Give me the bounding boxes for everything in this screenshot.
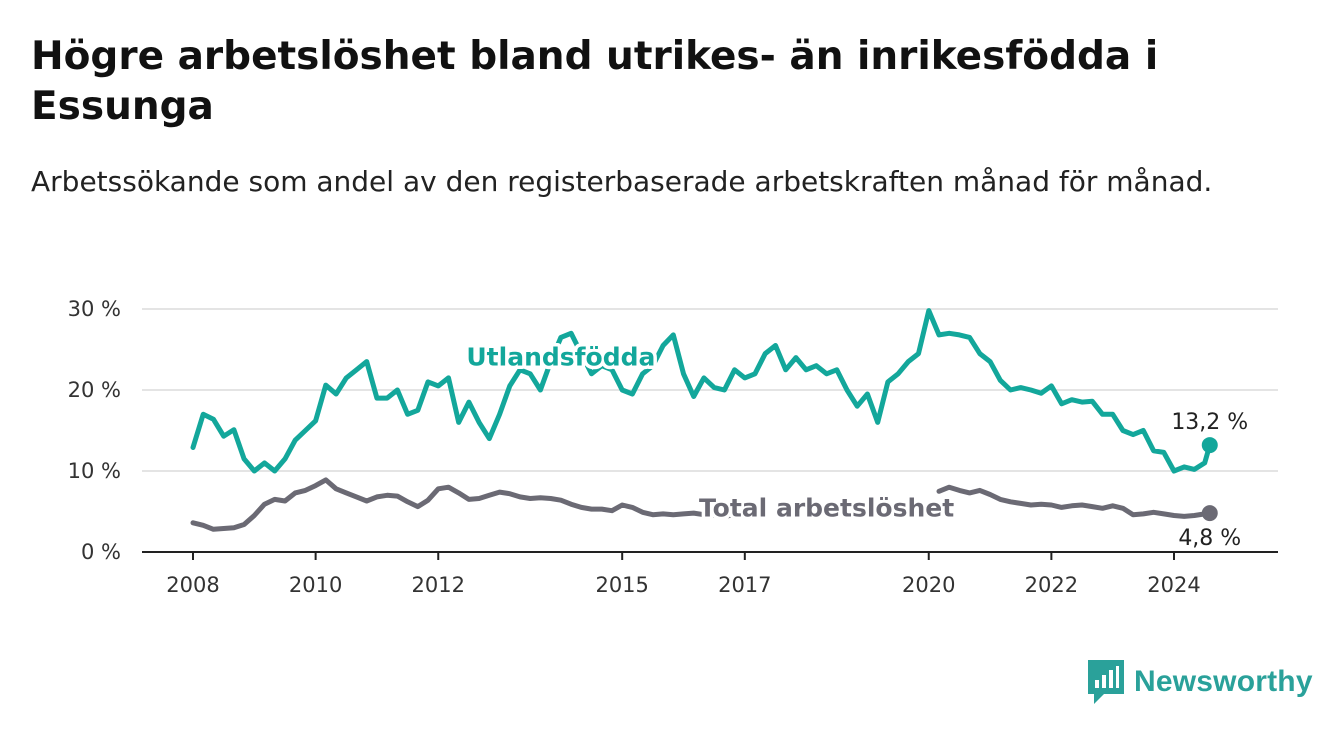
- bar-chart-logo-icon: [1088, 660, 1124, 704]
- x-tick-label: 2020: [902, 573, 955, 597]
- y-tick-label: 0 %: [81, 540, 121, 564]
- x-tick-label: 2015: [595, 573, 648, 597]
- series-label-utlandsfodda: Utlandsfödda: [466, 343, 655, 372]
- x-tick-label: 2008: [166, 573, 219, 597]
- gridlines: 0 % 10 % 20 % 30 % 2008 2010 2012 2015 2017 2020 2…: [68, 297, 1278, 597]
- chart-title: Högre arbetslöshet bland utrikes- än inr…: [31, 34, 1159, 129]
- series-labels: Utlandsfödda Total arbetslöshet 13,2 % 4,8 …: [463, 339, 1251, 554]
- brand-name: Newsworthy: [1134, 665, 1313, 698]
- series-label-total: Total arbetslöshet: [699, 493, 954, 522]
- series-line-total: [190, 477, 758, 532]
- x-tick-label: 2010: [289, 573, 342, 597]
- y-tick-label: 10 %: [68, 459, 121, 483]
- y-tick-label: 20 %: [68, 378, 121, 402]
- series-line-total: [936, 484, 1213, 519]
- x-tick-label: 2012: [412, 573, 465, 597]
- x-tick-label: 2024: [1147, 573, 1200, 597]
- newsworthy-logo: Newsworthy: [1088, 660, 1313, 704]
- x-tick-label: 2022: [1025, 573, 1078, 597]
- series-line-utlandsfodda: [190, 308, 1213, 474]
- end-value-label-total: 4,8 %: [1178, 526, 1241, 551]
- series-lines: [190, 308, 1218, 532]
- x-tick-label: 2017: [718, 573, 771, 597]
- end-value-label-utlandsfodda: 13,2 %: [1171, 410, 1248, 435]
- end-point-utlandsfodda: [1201, 437, 1218, 454]
- y-tick-label: 30 %: [68, 297, 121, 321]
- end-point-total: [1201, 505, 1218, 522]
- chart-subtitle: Arbetssökande som andel av den registerb…: [31, 165, 1213, 198]
